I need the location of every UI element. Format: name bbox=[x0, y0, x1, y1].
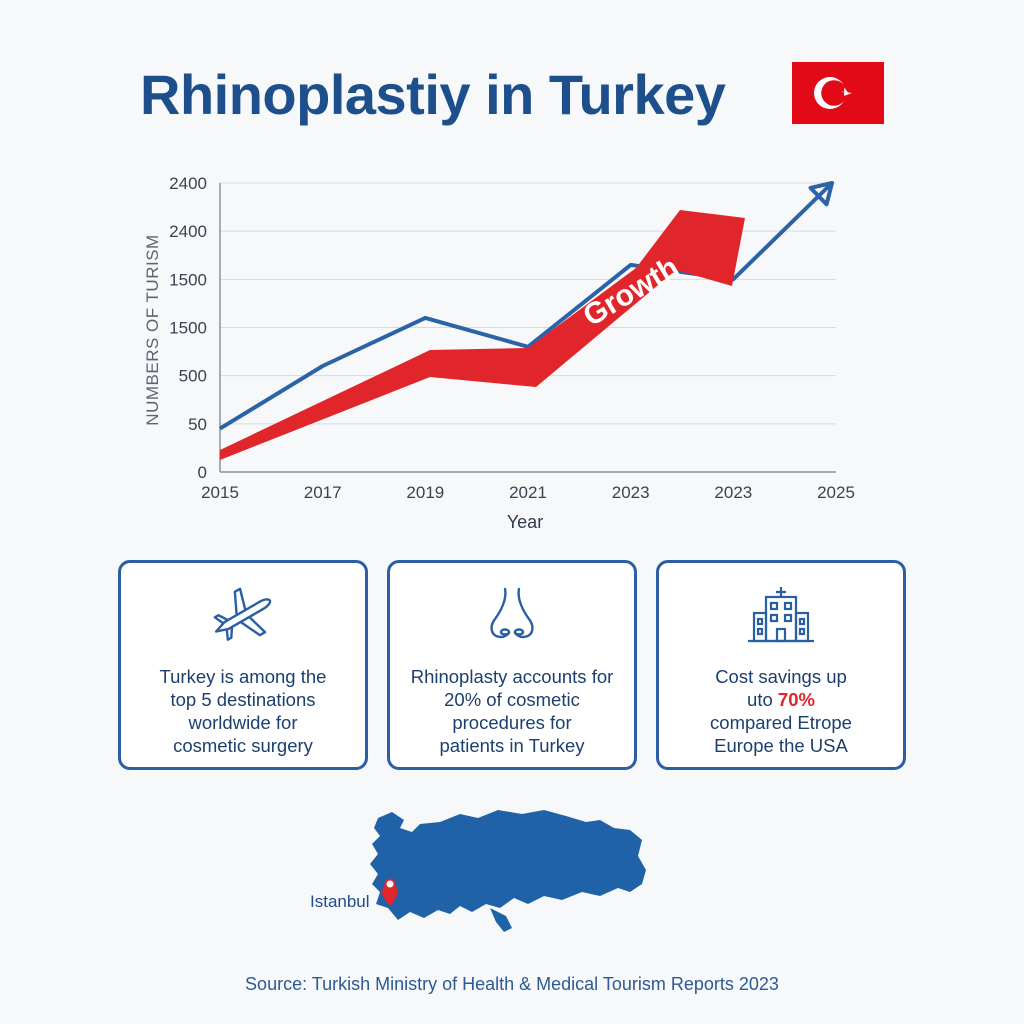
x-axis-label: Year bbox=[507, 512, 543, 532]
y-tick-label: 1500 bbox=[169, 319, 207, 338]
card-line: worldwide for bbox=[188, 712, 298, 733]
x-tick-label: 2023 bbox=[714, 483, 752, 502]
y-tick-label: 500 bbox=[179, 367, 207, 386]
card-line: procedures for bbox=[452, 712, 572, 733]
x-tick-label: 2017 bbox=[304, 483, 342, 502]
card-line: cosmetic surgery bbox=[173, 735, 313, 756]
source-note: Source: Turkish Ministry of Health & Med… bbox=[245, 974, 779, 994]
y-axis-ticks: 0 50 500 1500 1500 2400 2400 bbox=[169, 174, 207, 482]
x-tick-label: 2025 bbox=[817, 483, 855, 502]
airplane-icon bbox=[213, 587, 272, 641]
card-line: 20% of cosmetic bbox=[444, 689, 580, 710]
card-line: top 5 destinations bbox=[170, 689, 316, 710]
x-axis-ticks: 2015 2017 2019 2021 2023 2023 2025 bbox=[201, 483, 855, 502]
x-tick-label: 2021 bbox=[509, 483, 547, 502]
info-card-destinations: Turkey is among the top 5 destinations w… bbox=[118, 560, 368, 770]
card-line: patients in Turkey bbox=[439, 735, 585, 756]
growth-arrow bbox=[220, 210, 745, 460]
nose-icon bbox=[490, 587, 534, 639]
card-line: Rhinoplasty accounts for bbox=[410, 666, 614, 687]
card-line: compared Etrope bbox=[710, 712, 852, 733]
card-line: Turkey is among the bbox=[159, 666, 327, 687]
x-tick-label: 2019 bbox=[406, 483, 444, 502]
istanbul-label: Istanbul bbox=[310, 892, 370, 911]
card-line: Cost savings up bbox=[715, 666, 847, 687]
info-card-cost-savings: Cost savings up uto 70% compared Etrope … bbox=[656, 560, 906, 770]
turkey-map bbox=[370, 810, 646, 932]
turkey-flag-icon bbox=[792, 62, 884, 124]
hospital-icon bbox=[748, 587, 814, 643]
series-arrowhead bbox=[808, 181, 834, 207]
card-line: Europe the USA bbox=[714, 735, 848, 756]
y-tick-label: 1500 bbox=[169, 270, 207, 289]
x-tick-label: 2023 bbox=[612, 483, 650, 502]
savings-highlight: 70% bbox=[777, 689, 815, 710]
y-axis-label: NUMBERS OF TURISM bbox=[143, 234, 162, 425]
card-line-prefix: uto bbox=[747, 689, 778, 710]
y-tick-label: 2400 bbox=[169, 174, 207, 193]
card-line: uto 70% bbox=[667, 688, 895, 711]
gridlines bbox=[219, 182, 836, 473]
y-tick-label: 0 bbox=[198, 463, 207, 482]
page-title: Rhinoplastiy in Turkey bbox=[140, 63, 726, 126]
series-line bbox=[218, 181, 834, 431]
x-tick-label: 2015 bbox=[201, 483, 239, 502]
info-card-rhinoplasty-share: Rhinoplasty accounts for 20% of cosmetic… bbox=[387, 560, 637, 770]
y-tick-label: 50 bbox=[188, 415, 207, 434]
y-tick-label: 2400 bbox=[169, 222, 207, 241]
